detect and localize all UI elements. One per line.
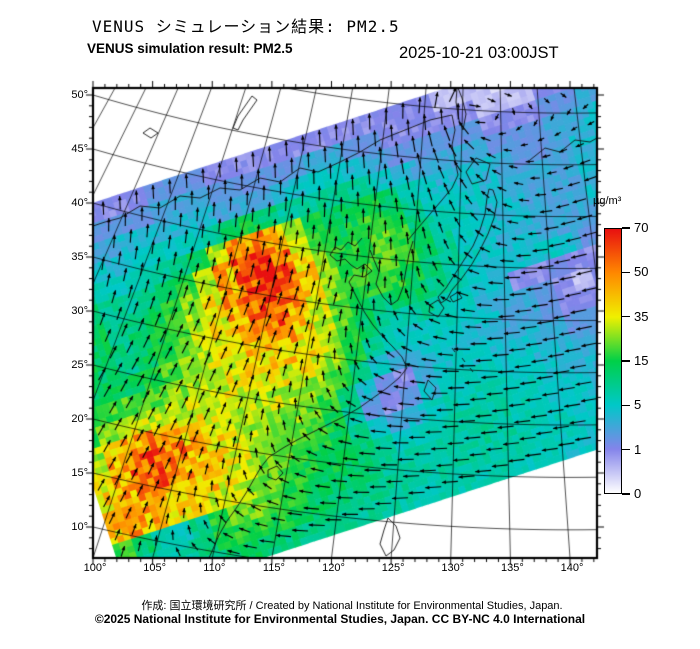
colorbar-tick-label: 50 bbox=[634, 264, 649, 280]
license-line: ©2025 National Institute for Environment… bbox=[94, 612, 586, 626]
forecast-timestamp: 2025-10-21 03:00JST bbox=[399, 44, 559, 62]
colorbar-tick-mark bbox=[622, 315, 630, 318]
colorbar-tick-mark bbox=[622, 493, 630, 495]
colorbar-tick-mark bbox=[622, 271, 630, 274]
colorbar-tick-mark bbox=[622, 448, 630, 451]
x-axis-label: 110° bbox=[203, 562, 226, 574]
y-axis-label: 45° bbox=[71, 143, 88, 155]
colorbar-tick-label: 1 bbox=[634, 441, 642, 457]
y-axis-label: 35° bbox=[71, 251, 88, 263]
colorbar-tick-label: 0 bbox=[634, 486, 642, 501]
y-axis-label: 40° bbox=[71, 197, 88, 209]
x-axis-label: 125° bbox=[381, 562, 405, 574]
colorbar-tick-mark bbox=[622, 404, 630, 407]
y-axis-label: 15° bbox=[71, 467, 88, 479]
y-axis-label: 20° bbox=[71, 413, 88, 425]
page-title-english: VENUS simulation result: PM2.5 bbox=[87, 41, 293, 56]
colorbar bbox=[604, 228, 622, 494]
y-axis-label: 50° bbox=[71, 89, 88, 101]
x-axis-label: 105° bbox=[143, 562, 166, 574]
colorbar-tick-label: 5 bbox=[634, 397, 642, 413]
y-axis-label: 30° bbox=[71, 305, 88, 317]
y-axis-label: 25° bbox=[71, 359, 88, 371]
colorbar-tick-mark bbox=[622, 360, 630, 362]
colorbar-tick-label: 70 bbox=[634, 220, 649, 235]
x-axis-label: 100° bbox=[83, 562, 107, 574]
colorbar-tick-label: 35 bbox=[634, 308, 649, 324]
x-axis-label: 140° bbox=[560, 562, 584, 574]
x-axis-label: 115° bbox=[262, 562, 285, 574]
colorbar-tick-label: 15 bbox=[634, 353, 649, 368]
colorbar-unit-label: µg/m³ bbox=[593, 195, 622, 207]
x-axis-label: 135° bbox=[500, 562, 524, 574]
x-axis-label: 120° bbox=[322, 562, 345, 574]
x-axis-label: 130° bbox=[441, 562, 465, 574]
y-axis-label: 10° bbox=[71, 521, 88, 533]
colorbar-tick-mark bbox=[622, 227, 630, 229]
credit-line: 作成: 国立環境研究所 / Created by National Instit… bbox=[141, 600, 563, 612]
page-title-japanese: VENUS シミュレーション結果: PM2.5 bbox=[92, 17, 400, 36]
